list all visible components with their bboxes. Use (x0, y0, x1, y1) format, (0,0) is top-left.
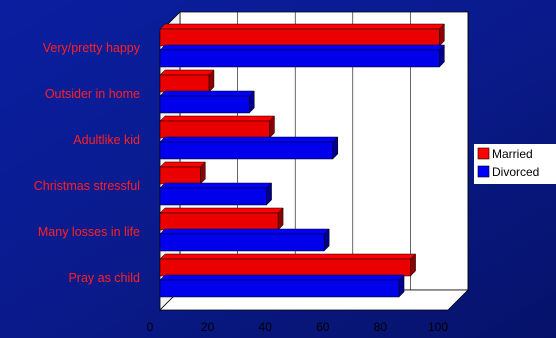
plot-area (159, 11, 469, 311)
bar-divorced-christmas-stressful-top (159, 182, 273, 189)
category-label-pray-as-child: Pray as child (68, 271, 140, 285)
bar-divorced-many-losses-in-life-front (159, 233, 325, 252)
bar-divorced-pray-as-child-front (159, 279, 400, 298)
bar-divorced-pray-as-child (159, 274, 405, 298)
x-tick-label: 80 (374, 320, 388, 334)
category-label-adultlike-kid: Adultlike kid (73, 133, 140, 147)
bar-divorced-adultlike-kid-front (159, 141, 334, 160)
bar-divorced-outsider-in-home-front (159, 95, 250, 114)
bar-married-adultlike-kid-front (159, 120, 270, 139)
x-tick-label: 100 (428, 320, 448, 334)
category-label-christmas-stressful: Christmas stressful (34, 179, 140, 193)
bar-married-adultlike-kid (159, 115, 276, 139)
bar-married-christmas-stressful (159, 161, 206, 185)
bar-divorced-many-losses-in-life-top (159, 228, 330, 235)
bars (159, 23, 445, 298)
bar-divorced-christmas-stressful (159, 182, 273, 206)
bar-married-christmas-stressful-top (159, 161, 206, 168)
bar-divorced-christmas-stressful-front (159, 187, 267, 206)
category-labels: Very/pretty happy Outsider in home Adultli… (34, 41, 141, 285)
bar-divorced-very-pretty-happy (159, 44, 445, 68)
bar-divorced-outsider-in-home (159, 90, 255, 114)
x-tick-label: 20 (201, 320, 215, 334)
bar-married-christmas-stressful-front (159, 166, 201, 185)
bar-married-very-pretty-happy-top (159, 23, 445, 30)
bar-married-outsider-in-home-top (159, 69, 215, 76)
x-tick-label: 0 (147, 320, 154, 334)
bar-married-pray-as-child (159, 253, 417, 277)
bar-married-very-pretty-happy-front (159, 28, 440, 47)
bar-married-outsider-in-home-front (159, 74, 210, 93)
bar-divorced-many-losses-in-life (159, 228, 330, 252)
category-label-many-losses-in-life: Many losses in life (38, 225, 140, 239)
bar-married-many-losses-in-life-front (159, 212, 279, 231)
x-tick-label: 60 (316, 320, 330, 334)
x-axis-ticks: 0 20 40 60 80 100 (147, 320, 449, 334)
legend-swatch-married (477, 147, 490, 160)
bar-divorced-adultlike-kid-top (159, 136, 339, 143)
bar-divorced-very-pretty-happy-top (159, 44, 445, 51)
legend-label-married: Married (492, 147, 533, 161)
bar-divorced-very-pretty-happy-front (159, 49, 440, 68)
bar-married-adultlike-kid-top (159, 115, 276, 122)
bar-married-many-losses-in-life-top (159, 207, 284, 214)
bar-married-many-losses-in-life (159, 207, 284, 231)
bar-married-pray-as-child-front (159, 258, 411, 277)
legend-swatch-divorced (477, 165, 490, 178)
legend-label-divorced: Divorced (492, 165, 539, 179)
bar-divorced-pray-as-child-top (159, 274, 405, 281)
x-tick-label: 40 (259, 320, 273, 334)
bar-divorced-outsider-in-home-top (159, 90, 255, 97)
legend: Married Divorced (474, 144, 556, 184)
bar-married-outsider-in-home (159, 69, 215, 93)
bar-married-very-pretty-happy (159, 23, 445, 47)
category-label-very-pretty-happy: Very/pretty happy (43, 41, 141, 55)
bar-divorced-adultlike-kid (159, 136, 339, 160)
category-label-outsider-in-home: Outsider in home (45, 87, 140, 101)
bar-married-pray-as-child-top (159, 253, 417, 260)
